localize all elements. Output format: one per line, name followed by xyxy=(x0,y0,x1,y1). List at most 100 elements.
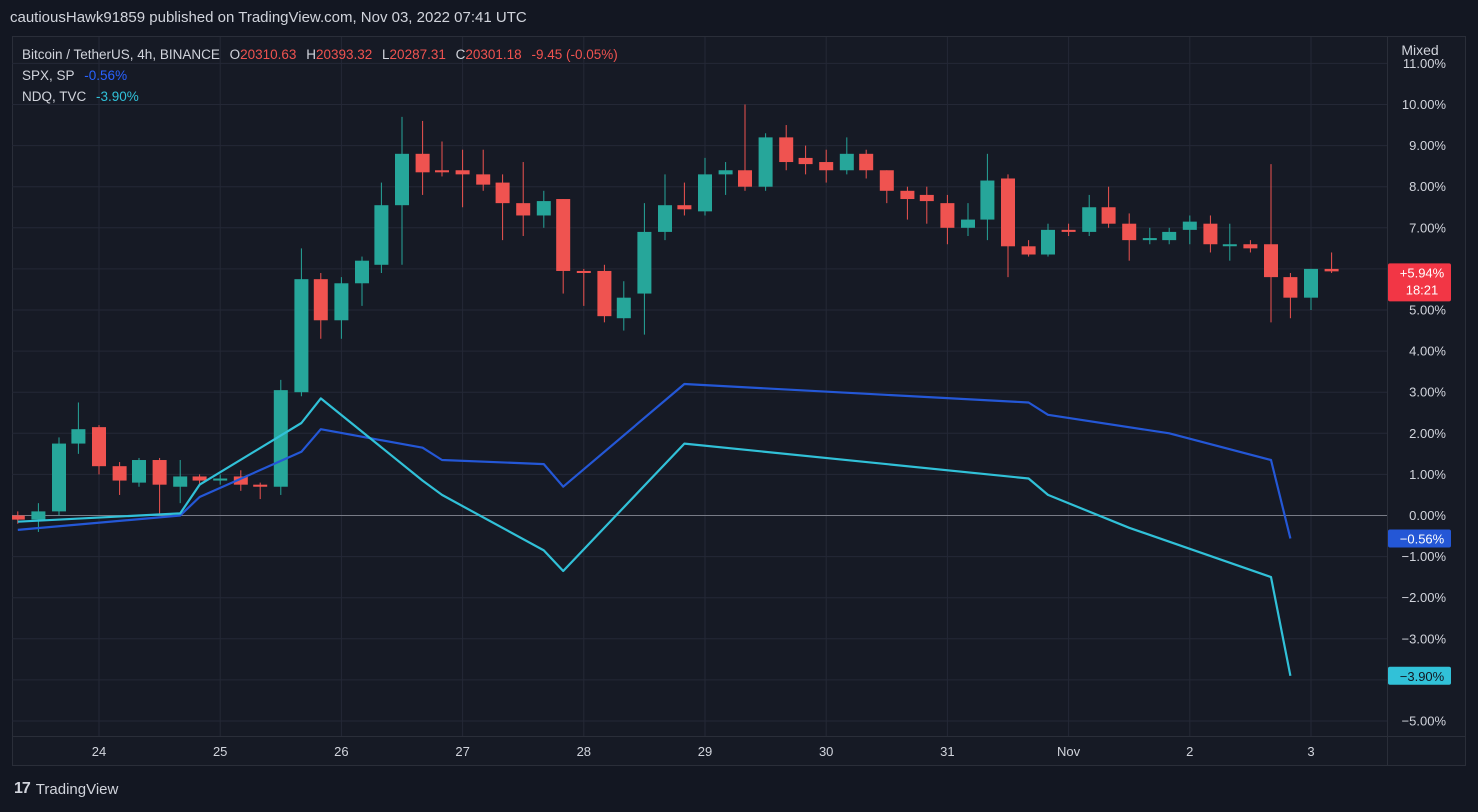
candle-body xyxy=(819,162,834,171)
candle xyxy=(637,203,652,335)
candle xyxy=(576,268,591,306)
tradingview-logo-icon: 17 xyxy=(14,780,31,797)
candle xyxy=(233,470,248,491)
candle xyxy=(152,457,167,516)
candle-body xyxy=(395,153,409,206)
candle xyxy=(476,149,491,191)
publisher-text: cautiousHawk91859 published on TradingVi… xyxy=(10,9,527,26)
candle-body xyxy=(980,180,995,220)
candle-body xyxy=(1142,238,1157,241)
btc-price-badge-bg xyxy=(1388,263,1451,302)
candle xyxy=(1101,186,1116,228)
candle-body xyxy=(1283,277,1298,298)
spx-price-badge-bg xyxy=(1388,529,1451,548)
candle xyxy=(819,149,834,183)
candle xyxy=(52,437,67,516)
candle xyxy=(616,281,631,331)
high-label: H xyxy=(306,47,316,62)
legend-ndq-row[interactable]: NDQ, TVC -3.90% xyxy=(22,86,624,107)
open-label: O xyxy=(229,47,241,62)
spx-price-badge-text: −0.56% xyxy=(1400,532,1445,547)
candle-body xyxy=(597,270,612,317)
ndq-price-badge-bg xyxy=(1388,666,1451,685)
candle-body xyxy=(31,511,46,520)
price-tick-label: −2.00% xyxy=(1402,590,1447,605)
candle xyxy=(1243,240,1258,253)
candle-body xyxy=(415,153,430,173)
scale-mode-label[interactable]: Mixed xyxy=(1401,42,1438,58)
x-tick-label: 28 xyxy=(577,744,591,759)
candle-body xyxy=(495,182,510,204)
price-tick-label: −5.00% xyxy=(1402,714,1447,729)
high-value: 20393.32 xyxy=(315,47,373,62)
candle-body xyxy=(839,153,854,171)
candle xyxy=(1122,213,1137,261)
candle xyxy=(900,186,915,220)
candle xyxy=(1304,268,1318,310)
candle xyxy=(415,120,430,195)
candle-body xyxy=(334,283,349,321)
candle xyxy=(1182,215,1197,245)
candle xyxy=(536,190,551,228)
candle xyxy=(940,194,955,245)
candle xyxy=(192,474,207,485)
candle xyxy=(1222,223,1237,261)
candle-body xyxy=(1101,207,1116,224)
candle-body xyxy=(1182,221,1197,230)
spx-change-value: -0.56% xyxy=(84,68,128,83)
candle xyxy=(313,273,328,339)
ndq-series-line xyxy=(17,397,1292,677)
candle xyxy=(1264,164,1279,323)
candle-body xyxy=(1304,268,1318,298)
candle-body xyxy=(576,270,591,274)
candle-body xyxy=(900,190,915,200)
footer-brand[interactable]: 17 TradingView xyxy=(14,780,118,798)
candle-body xyxy=(536,201,551,216)
candle-body xyxy=(737,170,752,187)
candle-body xyxy=(516,203,531,216)
spx-price-badge: −0.56% xyxy=(1388,529,1451,548)
main-symbol-label[interactable]: Bitcoin / TetherUS, 4h, BINANCE xyxy=(22,47,220,62)
legend-main-row[interactable]: Bitcoin / TetherUS, 4h, BINANCE O20310.6… xyxy=(22,44,624,65)
candle xyxy=(112,462,127,495)
candle-body xyxy=(355,260,370,284)
btc-price-badge-text: +5.94% xyxy=(1400,265,1445,280)
candle-body xyxy=(1264,244,1279,278)
candle xyxy=(677,182,692,216)
candle-body xyxy=(374,205,389,265)
candle xyxy=(1203,215,1218,253)
candle xyxy=(1283,273,1298,319)
candle xyxy=(980,153,995,241)
candle-body xyxy=(92,427,106,467)
candle xyxy=(718,162,733,195)
low-label: L xyxy=(382,47,390,62)
candle-body xyxy=(940,203,955,228)
candle-body xyxy=(718,170,733,175)
price-tick-label: −1.00% xyxy=(1402,549,1447,564)
btc-price-badge-text: 18:21 xyxy=(1406,282,1439,297)
candle-body xyxy=(313,279,328,321)
candle xyxy=(71,402,86,454)
chart-legend: Bitcoin / TetherUS, 4h, BINANCE O20310.6… xyxy=(22,44,624,107)
price-tick-label: 5.00% xyxy=(1409,303,1446,318)
price-tick-label: 4.00% xyxy=(1409,344,1446,359)
candle-body xyxy=(798,157,813,165)
candle-body xyxy=(455,170,470,175)
candle-body xyxy=(152,460,167,485)
candle xyxy=(213,474,228,485)
candle xyxy=(556,199,571,294)
candle xyxy=(294,248,309,397)
candle xyxy=(1162,227,1177,245)
legend-spx-row[interactable]: SPX, SP -0.56% xyxy=(22,65,624,86)
candle xyxy=(455,149,470,208)
close-label: C xyxy=(455,47,466,62)
ndq-symbol-label[interactable]: NDQ, TVC xyxy=(22,89,87,104)
candle-body xyxy=(677,205,692,210)
candle-body xyxy=(173,476,188,487)
chart-area[interactable] xyxy=(12,36,1466,766)
candle-body xyxy=(1203,223,1218,245)
candle-body xyxy=(12,515,25,520)
spx-symbol-label[interactable]: SPX, SP xyxy=(22,68,75,83)
candle xyxy=(859,149,874,179)
